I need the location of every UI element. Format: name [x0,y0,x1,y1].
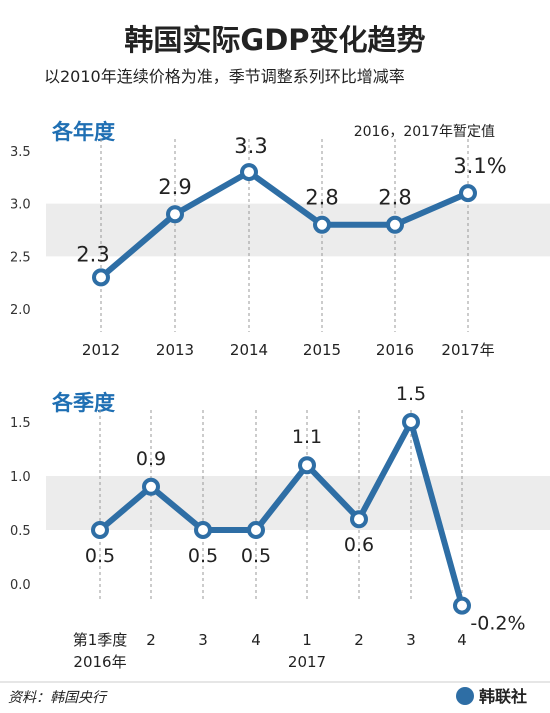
annual-data-label: 2.3 [76,242,109,266]
quarterly-grid-band [46,476,550,530]
quarterly-data-point [194,521,212,539]
annual-y-tick-label: 3.0 [10,198,31,213]
quarterly-data-point [247,521,265,539]
quarter-group-label-2017: 2017 [288,653,326,671]
quarterly-data-label: 0.9 [136,448,166,470]
annual-data-point [459,184,477,203]
quarterly-data-label: 0.5 [85,545,115,567]
annual-data-point [313,215,331,234]
annual-data-label: 3.3 [234,134,267,158]
annual-y-tick-label: 2.5 [10,250,31,265]
annual-chart: 2.0 2.5 3.0 3.5 2012 2013 2014 2015 2016 2017年 2.3… [10,134,550,359]
quarterly-y-tick-label: 1.0 [10,470,31,485]
annual-note: 2016，2017年暂定值 [354,124,495,140]
annual-data-label: 2.9 [158,175,191,199]
page-subtitle: 以2010年连续价格为准，季节调整系列环比增减率 [44,67,405,86]
annual-data-point [240,163,258,182]
quarterly-y-tick-label: 0.0 [10,578,31,593]
annual-series-line [98,169,471,281]
quarterly-data-label: 0.5 [188,545,218,567]
yonhap-logo: 韩联社 [456,687,527,706]
quarterly-data-label: 0.5 [241,545,271,567]
annual-data-point [166,205,184,224]
annual-section-title: 各年度 [51,120,115,144]
quarterly-category-label: 4 [251,631,261,649]
quarterly-data-point [350,510,368,529]
annual-category-label: 2016 [376,341,414,359]
logo-text: 韩联社 [479,687,527,706]
quarterly-category-label: 4 [457,631,467,649]
annual-category-label: 2013 [156,341,194,359]
quarterly-category-label: 1 [302,631,312,649]
quarter-group-label-2016: 2016年 [73,653,126,671]
quarterly-data-label: 1.5 [396,383,426,405]
logo-mark-icon [456,687,474,705]
annual-data-label: 2.8 [378,186,411,210]
quarterly-y-tick-label: 1.5 [10,416,31,431]
quarterly-data-point [402,413,420,431]
page-title: 韩国实际GDP变化趋势 [124,23,425,57]
quarterly-chart: 0.0 0.5 1.0 1.5 第1季度 2 3 4 1 2 3 4 0.5 0.9 0.5 0.5 1.1 0.… [10,383,550,649]
quarterly-data-label: 0.6 [344,534,374,556]
annual-category-label: 2017年 [441,341,494,359]
annual-data-label: 3.1% [453,154,506,178]
quarterly-category-label: 第1季度 [73,631,128,649]
quarterly-data-point [142,477,160,496]
quarterly-section-title: 各季度 [51,391,115,415]
quarterly-data-point [298,456,316,475]
annual-category-label: 2014 [230,341,268,359]
source-note: 资料：韩国央行 [8,690,108,706]
annual-data-point [92,268,110,287]
annual-grid-band [46,203,550,257]
annual-data-point [386,215,404,234]
quarterly-data-label: 1.1 [292,426,322,448]
annual-y-tick-label: 3.5 [10,145,31,160]
quarterly-category-label: 3 [406,631,416,649]
quarterly-data-point [91,521,109,539]
annual-y-tick-label: 2.0 [10,303,31,318]
annual-category-label: 2015 [303,341,341,359]
quarterly-data-point [453,596,471,615]
quarterly-y-tick-label: 0.5 [10,524,31,539]
quarterly-category-label: 3 [198,631,208,649]
annual-data-label: 2.8 [305,186,338,210]
annual-category-label: 2012 [82,341,120,359]
quarterly-data-label: -0.2% [470,613,525,635]
quarterly-category-label: 2 [354,631,364,649]
quarterly-series-line [97,419,465,609]
quarterly-category-label: 2 [146,631,156,649]
